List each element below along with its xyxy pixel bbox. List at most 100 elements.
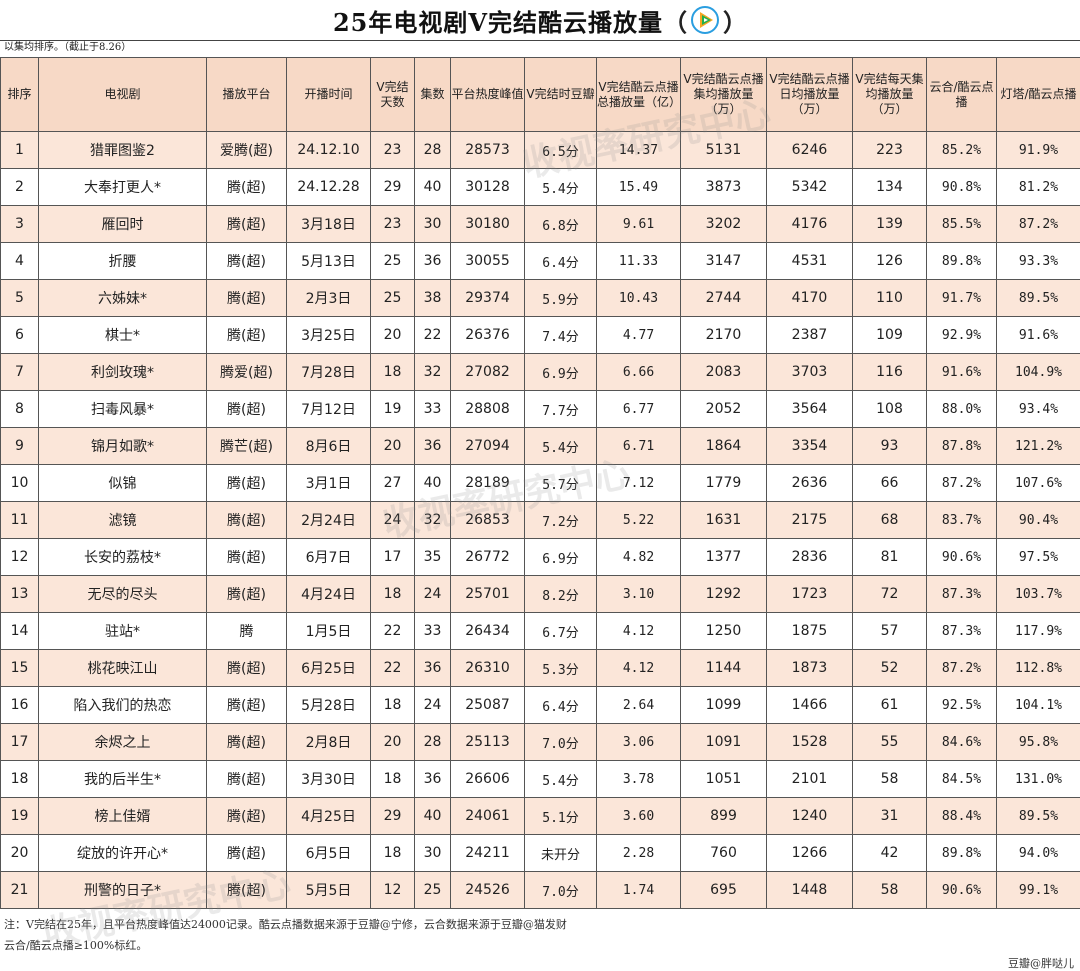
table-cell: 腾(超) [207, 687, 287, 724]
table-cell: 760 [681, 835, 767, 872]
table-cell: 36 [415, 761, 451, 798]
sort-note: 以集均排序。（截止于8.26） [4, 40, 131, 56]
tencent-video-icon [691, 6, 719, 34]
table-cell: 桃花映江山 [39, 650, 207, 687]
table-cell: 20 [371, 724, 415, 761]
table-cell: 25 [415, 872, 451, 909]
table-cell: 52 [853, 650, 927, 687]
table-cell: 26310 [451, 650, 525, 687]
table-cell: 89.8% [927, 835, 997, 872]
table-cell: 89.8% [927, 243, 997, 280]
table-cell: 11.33 [597, 243, 681, 280]
table-cell: 68 [853, 502, 927, 539]
table-cell: 19 [1, 798, 39, 835]
table-cell: 24061 [451, 798, 525, 835]
table-cell: 91.7% [927, 280, 997, 317]
table-cell: 27082 [451, 354, 525, 391]
table-cell: 7.12 [597, 465, 681, 502]
table-cell: 112.8% [997, 650, 1080, 687]
table-cell: 爱腾(超) [207, 132, 287, 169]
column-header: 电视剧 [39, 58, 207, 132]
table-cell: 38 [415, 280, 451, 317]
table-cell: 18 [371, 687, 415, 724]
table-cell: 21 [1, 872, 39, 909]
table-cell: 91.9% [997, 132, 1080, 169]
table-cell: 87.3% [927, 613, 997, 650]
table-cell: 23 [371, 132, 415, 169]
table-cell: 24 [415, 576, 451, 613]
table-cell: 40 [415, 169, 451, 206]
table-cell: 116 [853, 354, 927, 391]
table-cell: 35 [415, 539, 451, 576]
table-cell: 3147 [681, 243, 767, 280]
table-cell: 20 [1, 835, 39, 872]
table-cell: 17 [1, 724, 39, 761]
table-cell: 6.77 [597, 391, 681, 428]
table-cell: 36 [415, 243, 451, 280]
column-header: V完结酷云点播总播放量（亿） [597, 58, 681, 132]
table-cell: 腾 [207, 613, 287, 650]
table-cell: 28808 [451, 391, 525, 428]
table-cell: 24526 [451, 872, 525, 909]
table-cell: 19 [371, 391, 415, 428]
table-cell: 24 [371, 502, 415, 539]
table-cell: 1377 [681, 539, 767, 576]
table-cell: 1144 [681, 650, 767, 687]
table-cell: 13 [1, 576, 39, 613]
table-cell: 5.7分 [525, 465, 597, 502]
table-cell: 3月1日 [287, 465, 371, 502]
table-cell: 88.4% [927, 798, 997, 835]
table-cell: 似锦 [39, 465, 207, 502]
table-cell: 20 [371, 428, 415, 465]
column-header: V完结酷云点播集均播放量（万） [681, 58, 767, 132]
title-close-paren: ） [723, 3, 747, 38]
table-cell: 5.4分 [525, 761, 597, 798]
table-cell: 30180 [451, 206, 525, 243]
table-cell: 109 [853, 317, 927, 354]
table-cell: 2.28 [597, 835, 681, 872]
table-cell: 6246 [767, 132, 853, 169]
table-cell: 3月30日 [287, 761, 371, 798]
table-cell: 30 [415, 206, 451, 243]
table-cell: 7月28日 [287, 354, 371, 391]
table-cell: 92.9% [927, 317, 997, 354]
table-cell: 88.0% [927, 391, 997, 428]
table-cell: 72 [853, 576, 927, 613]
table-cell: 1292 [681, 576, 767, 613]
table-cell: 1779 [681, 465, 767, 502]
table-cell: 无尽的尽头 [39, 576, 207, 613]
table-cell: 107.6% [997, 465, 1080, 502]
table-cell: 2170 [681, 317, 767, 354]
table-cell: 32 [415, 354, 451, 391]
table-cell: 3354 [767, 428, 853, 465]
table-cell: 3564 [767, 391, 853, 428]
table-cell: 4.82 [597, 539, 681, 576]
table-cell: 28189 [451, 465, 525, 502]
table-cell: 57 [853, 613, 927, 650]
table-cell: 14.37 [597, 132, 681, 169]
table-cell: 滤镜 [39, 502, 207, 539]
table-cell: 90.6% [927, 539, 997, 576]
table-cell: 5.9分 [525, 280, 597, 317]
table-cell: 腾(超) [207, 872, 287, 909]
table-cell: 1250 [681, 613, 767, 650]
table-cell: 30128 [451, 169, 525, 206]
table-cell: 5.4分 [525, 428, 597, 465]
table-cell: 7.0分 [525, 724, 597, 761]
table-cell: 40 [415, 798, 451, 835]
table-cell: 6.5分 [525, 132, 597, 169]
table-cell: 3月25日 [287, 317, 371, 354]
table-cell: 81 [853, 539, 927, 576]
table-cell: 103.7% [997, 576, 1080, 613]
column-header: V完结时豆瓣 [525, 58, 597, 132]
footer: 注：V完结在25年，且平台热度峰值达24000记录。酷云点播数据来源于豆瓣@宁修… [0, 912, 1080, 970]
table-cell: 2052 [681, 391, 767, 428]
table-cell: 1723 [767, 576, 853, 613]
table-cell: 11 [1, 502, 39, 539]
